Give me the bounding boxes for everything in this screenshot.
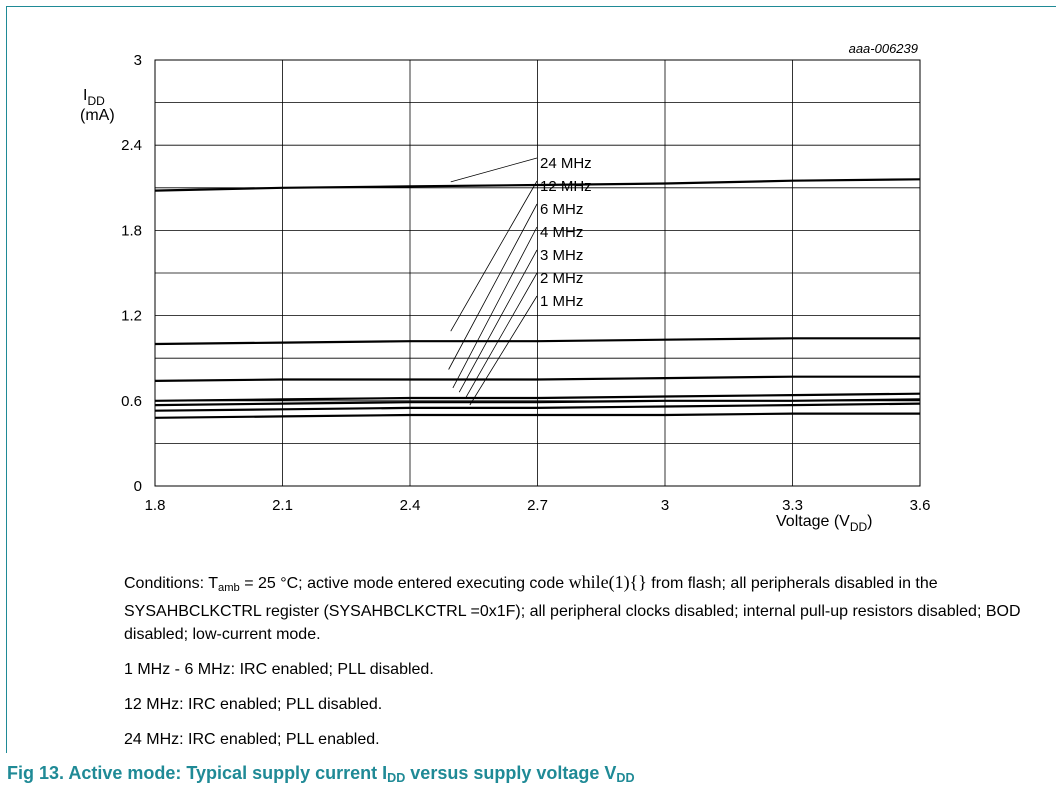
legend-label-24-mhz: 24 MHz (540, 155, 592, 172)
legend-label-2-mhz: 2 MHz (540, 270, 583, 287)
y-tick-label: 1.8 (121, 222, 142, 239)
x-tick-label: 3.3 (782, 497, 803, 514)
series-line-4-mhz (154, 392, 921, 402)
x-tick-label: 3 (661, 497, 669, 514)
y-tick-label: 1.2 (121, 308, 142, 325)
y-tick-label: 3 (134, 52, 142, 69)
series-line-6-mhz (154, 375, 920, 382)
chart-notes: Conditions: Tamb = 25 °C; active mode en… (124, 571, 1044, 763)
legend-label-4-mhz: 4 MHz (540, 224, 583, 241)
legend-label-6-mhz: 6 MHz (540, 201, 583, 218)
chart-code: aaa-006239 (849, 41, 918, 56)
x-tick-label: 2.1 (272, 497, 293, 514)
series-line-3-mhz (154, 398, 921, 407)
legend-label-1-mhz: 1 MHz (540, 293, 583, 310)
note-line-1: 1 MHz - 6 MHz: IRC enabled; PLL disabled… (124, 661, 434, 678)
leader-line (450, 157, 538, 183)
x-tick-label: 3.6 (910, 497, 931, 514)
leader-line (469, 295, 538, 406)
figure-frame (6, 6, 1056, 753)
leader-line (450, 180, 538, 332)
y-tick-label: 2.4 (121, 137, 142, 154)
note-line-3: 24 MHz: IRC enabled; PLL enabled. (124, 731, 380, 748)
x-axis-label: Voltage (VDD) (776, 513, 873, 534)
figure-caption: Fig 13. Active mode: Typical supply curr… (7, 763, 635, 785)
series-line-2-mhz (154, 402, 921, 412)
conditions-text: Conditions: Tamb = 25 °C; active mode en… (124, 572, 1021, 643)
y-tick-label: 0 (134, 478, 142, 495)
series-line-24-mhz (154, 178, 921, 192)
y-axis-unit: (mA) (80, 107, 115, 124)
legend-label-3-mhz: 3 MHz (540, 247, 583, 264)
note-line-2: 12 MHz: IRC enabled; PLL disabled. (124, 696, 383, 713)
leader-line (452, 226, 538, 389)
y-tick-label: 0.6 (121, 393, 142, 410)
series-line-1-mhz (154, 412, 920, 419)
x-tick-label: 2.4 (400, 497, 421, 514)
leader-line (465, 272, 538, 399)
leader-line (448, 203, 538, 370)
y-axis-label: IDD (83, 87, 105, 108)
x-tick-label: 1.8 (145, 497, 166, 514)
x-tick-label: 2.7 (527, 497, 548, 514)
legend-label-12-mhz: 12 MHz (540, 178, 592, 195)
leader-line (458, 249, 538, 393)
series-line-12-mhz (154, 337, 920, 346)
chart: 1.8 2.1 2.4 2.7 3 3.3 3.6 0 0.6 1.2 1.8 2.4 3 24 MHz… (80, 41, 931, 534)
